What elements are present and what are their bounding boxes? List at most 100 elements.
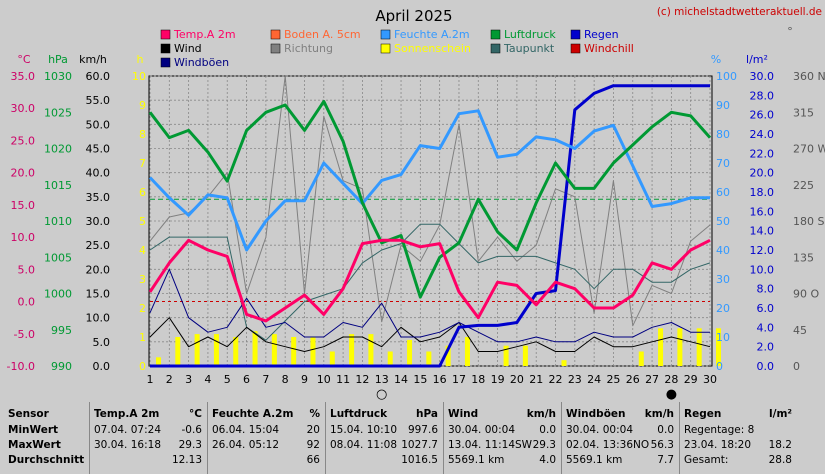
tick-rain: 0.0 (757, 360, 775, 373)
legend-swatch (160, 57, 171, 68)
stats-header: Luftdruck (330, 408, 388, 420)
stats-label: 5569.1 km (448, 454, 505, 466)
legend-label: Feuchte A.2m (394, 28, 470, 41)
stats-value: 1016.5 (401, 454, 438, 466)
tick-humidity: 80 (716, 128, 730, 141)
sunshine-bar (175, 337, 181, 366)
sunshine-bar (387, 351, 393, 366)
stats-unit: % (309, 408, 320, 420)
chart-title: April 2025 (375, 7, 452, 25)
moon-marker: ○ (376, 387, 387, 402)
tick-day: 7 (262, 373, 269, 386)
tick-humidity: 20 (716, 302, 730, 315)
tick-humidity: 0 (716, 360, 723, 373)
tick-rain: 4.0 (757, 321, 775, 334)
tick-direction: 315 (793, 106, 814, 119)
stats-unit: km/h (644, 408, 674, 420)
tick-temp: -10.0 (7, 360, 35, 373)
series-wind (149, 317, 711, 352)
stats-value: 29.3 (532, 439, 556, 451)
unit-humidity: % (711, 53, 721, 66)
tick-wind: 35.0 (86, 191, 111, 204)
stats-value: 12.13 (171, 454, 202, 466)
tick-day: 4 (204, 373, 211, 386)
tick-sun: 1 (139, 331, 146, 344)
tick-wind: 15.0 (86, 288, 111, 301)
tick-rain: 12.0 (750, 244, 775, 257)
sunshine-bar (233, 337, 239, 366)
tick-pressure: 1030 (44, 70, 72, 83)
tick-day: 5 (224, 373, 231, 386)
tick-rain: 16.0 (750, 205, 775, 218)
tick-day: 6 (243, 373, 250, 386)
tick-direction: 0 (793, 360, 800, 373)
tick-rain: 14.0 (750, 225, 775, 238)
tick-day: 22 (549, 373, 563, 386)
tick-humidity: 30 (716, 273, 730, 286)
stats-label: 26.04. 05:12 (212, 439, 279, 451)
tick-pressure: 1015 (44, 179, 72, 192)
stats-value: 28.8 (768, 454, 792, 466)
stats-separator (561, 402, 562, 474)
legend-swatch (380, 29, 391, 40)
tick-wind: 30.0 (86, 215, 111, 228)
tick-temp: 15.0 (11, 199, 36, 212)
tick-direction: 45 (793, 324, 807, 337)
sunshine-bar (658, 328, 664, 366)
series-luftdruck (148, 99, 712, 299)
tick-sun: 7 (139, 157, 146, 170)
tick-day: 18 (471, 373, 485, 386)
sunshine-bar (503, 345, 509, 366)
legend-label: Luftdruck (504, 28, 556, 41)
tick-humidity: 90 (716, 99, 730, 112)
tick-wind: 10.0 (86, 312, 111, 325)
legend-label: Wind (174, 42, 202, 55)
stats-label: MinWert (8, 424, 59, 436)
tick-wind: 50.0 (86, 118, 111, 131)
tick-pressure: 990 (51, 360, 72, 373)
stats-header: Sensor (8, 408, 49, 420)
legend-swatch (570, 29, 581, 40)
sunshine-bar (638, 351, 644, 366)
tick-rain: 28.0 (750, 89, 775, 102)
tick-day: 14 (394, 373, 408, 386)
tick-temp: 10.0 (11, 231, 36, 244)
tick-direction: 90 O (793, 288, 819, 301)
tick-day: 21 (529, 373, 543, 386)
tick-day: 25 (606, 373, 620, 386)
tick-temp: 35.0 (11, 70, 36, 83)
stats-header: Windböen (566, 408, 626, 420)
legend-swatch (270, 29, 281, 40)
tick-humidity: 100 (716, 70, 737, 83)
tick-humidity: 10 (716, 331, 730, 344)
stats-header: Regen (684, 408, 722, 420)
tick-sun: 6 (139, 186, 146, 199)
sunshine-bar (291, 337, 297, 366)
legend-label: Windchill (584, 42, 634, 55)
unit-sun: h (137, 53, 144, 66)
unit-direction: ° (787, 25, 793, 38)
stats-separator (325, 402, 326, 474)
tick-wind: 55.0 (86, 94, 111, 107)
tick-pressure: 1000 (44, 288, 72, 301)
tick-day: 29 (684, 373, 698, 386)
tick-sun: 9 (139, 99, 146, 112)
stats-separator (89, 402, 90, 474)
stats-separator (679, 402, 680, 474)
stats-header: Temp.A 2m (94, 408, 160, 420)
legend-swatch (490, 43, 501, 54)
legend-swatch (270, 43, 281, 54)
tick-day: 20 (510, 373, 524, 386)
tick-day: 13 (375, 373, 389, 386)
series-richtung (149, 75, 711, 327)
tick-day: 9 (301, 373, 308, 386)
sunshine-bar (407, 339, 413, 366)
tick-rain: 10.0 (750, 263, 775, 276)
tick-day: 8 (282, 373, 289, 386)
legend-label: Regen (584, 28, 619, 41)
tick-pressure: 1020 (44, 143, 72, 156)
tick-rain: 8.0 (757, 283, 775, 296)
tick-rain: 22.0 (750, 147, 775, 160)
tick-day: 27 (645, 373, 659, 386)
tick-pressure: 1010 (44, 215, 72, 228)
